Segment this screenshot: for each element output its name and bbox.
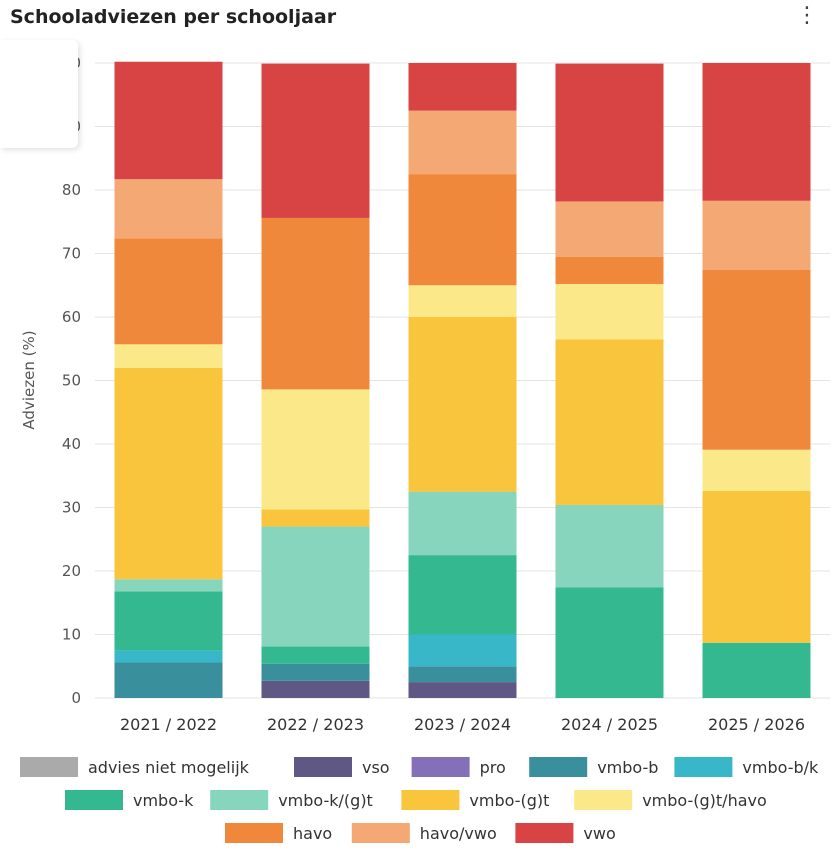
- bar-segment[interactable]: [408, 491, 517, 556]
- y-axis-ticks: 0102030405060708090100: [52, 54, 81, 707]
- bar-segment[interactable]: [555, 587, 664, 698]
- bar-segment[interactable]: [555, 201, 664, 257]
- bar-segment[interactable]: [114, 344, 223, 368]
- bar-segment[interactable]: [114, 179, 223, 239]
- legend-swatch: [574, 790, 633, 810]
- bar-segment[interactable]: [555, 339, 664, 505]
- x-tick-label: 2022 / 2023: [267, 715, 364, 734]
- legend-label: pro: [480, 758, 506, 777]
- legend-swatch: [401, 790, 460, 810]
- bar-segment[interactable]: [261, 663, 370, 681]
- bar-segment[interactable]: [408, 634, 517, 667]
- bar-segment[interactable]: [261, 680, 370, 698]
- y-tick-label: 20: [62, 562, 81, 580]
- legend-swatch: [351, 823, 410, 843]
- legend-swatch: [225, 823, 283, 843]
- x-axis-categories: 2021 / 2022 2022 / 2023 2023 / 2024 2024 / …: [120, 715, 805, 734]
- bar-segment[interactable]: [702, 63, 811, 201]
- legend-label: vmbo-k/(g)t: [278, 791, 373, 810]
- legend-label: havo/vwo: [420, 824, 497, 843]
- x-tick-label: 2024 / 2025: [561, 715, 658, 734]
- legend-swatch: [65, 790, 123, 810]
- legend-label: vmbo-k: [133, 791, 194, 810]
- bar-segment[interactable]: [261, 63, 370, 218]
- kebab-menu-icon[interactable]: ⋮: [796, 3, 818, 28]
- legend-swatch: [294, 757, 352, 777]
- bar-segment[interactable]: [702, 270, 811, 450]
- bar-segment[interactable]: [408, 63, 517, 111]
- legend-label: advies niet mogelijk: [88, 758, 250, 777]
- bar-segment[interactable]: [702, 642, 811, 698]
- legend-item[interactable]: havo: [225, 823, 332, 843]
- bar-segment[interactable]: [408, 174, 517, 286]
- bar-segment[interactable]: [114, 662, 223, 698]
- y-tick-label: 80: [62, 181, 81, 199]
- legend-item[interactable]: vmbo-(g)t/havo: [574, 790, 767, 810]
- legend-item[interactable]: vwo: [515, 823, 616, 843]
- x-tick-label: 2023 / 2024: [414, 715, 511, 734]
- bar-segment[interactable]: [261, 526, 370, 647]
- bar-segment[interactable]: [555, 63, 664, 202]
- legend-item[interactable]: pro: [411, 757, 506, 777]
- bar-segment[interactable]: [261, 217, 370, 390]
- y-tick-label: 10: [62, 626, 81, 644]
- legend-item[interactable]: vmbo-k/(g)t: [210, 790, 373, 810]
- y-tick-label: 70: [62, 245, 81, 263]
- bar-segment[interactable]: [114, 61, 223, 180]
- bar-segment[interactable]: [555, 283, 664, 340]
- bar-segment[interactable]: [114, 579, 223, 592]
- legend-swatch: [529, 757, 588, 777]
- bar-segment[interactable]: [408, 285, 517, 317]
- legend-swatch: [20, 757, 78, 777]
- y-tick-label: 0: [71, 689, 81, 707]
- bar-segment[interactable]: [702, 490, 811, 643]
- bar-segment[interactable]: [114, 238, 223, 345]
- y-axis-label: Adviezen (%): [20, 330, 38, 429]
- bar-segment[interactable]: [261, 509, 370, 527]
- bar-segment[interactable]: [408, 317, 517, 492]
- legend-item[interactable]: havo/vwo: [351, 823, 497, 843]
- bar-segment[interactable]: [114, 367, 223, 580]
- tooltip-remnant: [0, 40, 78, 148]
- y-tick-label: 50: [62, 372, 81, 390]
- legend-label: vmbo-b: [597, 758, 658, 777]
- y-tick-label: 60: [62, 308, 81, 326]
- legend-swatch: [210, 790, 269, 810]
- legend-label: vmbo-(g)t: [469, 791, 549, 810]
- bar-segment[interactable]: [555, 504, 664, 588]
- bar-segment[interactable]: [261, 389, 370, 510]
- bars: [114, 61, 811, 698]
- legend-swatch: [515, 823, 574, 843]
- legend-swatch: [411, 757, 470, 777]
- bar-segment[interactable]: [555, 256, 664, 284]
- bar-segment[interactable]: [261, 646, 370, 664]
- legend-label: vso: [362, 758, 390, 777]
- y-tick-label: 40: [62, 435, 81, 453]
- bar-segment[interactable]: [702, 449, 811, 491]
- bar-segment[interactable]: [408, 555, 517, 635]
- legend-item[interactable]: advies niet mogelijk: [20, 757, 250, 777]
- x-tick-label: 2025 / 2026: [708, 715, 805, 734]
- bar-segment[interactable]: [408, 682, 517, 698]
- bar-segment[interactable]: [408, 110, 517, 175]
- legend-label: havo: [293, 824, 332, 843]
- legend-swatch: [674, 757, 733, 777]
- legend: advies niet mogelijk vso pro vmbo-b vmbo-b/k…: [20, 757, 819, 843]
- legend-item[interactable]: vmbo-b: [529, 757, 658, 777]
- y-tick-label: 30: [62, 499, 81, 517]
- legend-item[interactable]: vmbo-b/k: [674, 757, 819, 777]
- bar-segment[interactable]: [114, 650, 223, 663]
- bar-segment[interactable]: [702, 200, 811, 271]
- legend-label: vmbo-b/k: [742, 758, 819, 777]
- x-tick-label: 2021 / 2022: [120, 715, 217, 734]
- legend-label: vmbo-(g)t/havo: [642, 791, 767, 810]
- chart-title: Schooladviezen per schooljaar: [10, 6, 337, 28]
- legend-label: vwo: [583, 824, 615, 843]
- legend-item[interactable]: vmbo-(g)t: [401, 790, 549, 810]
- legend-item[interactable]: vso: [294, 757, 390, 777]
- bar-segment[interactable]: [114, 591, 223, 651]
- bar-segment[interactable]: [408, 666, 517, 683]
- legend-item[interactable]: vmbo-k: [65, 790, 194, 810]
